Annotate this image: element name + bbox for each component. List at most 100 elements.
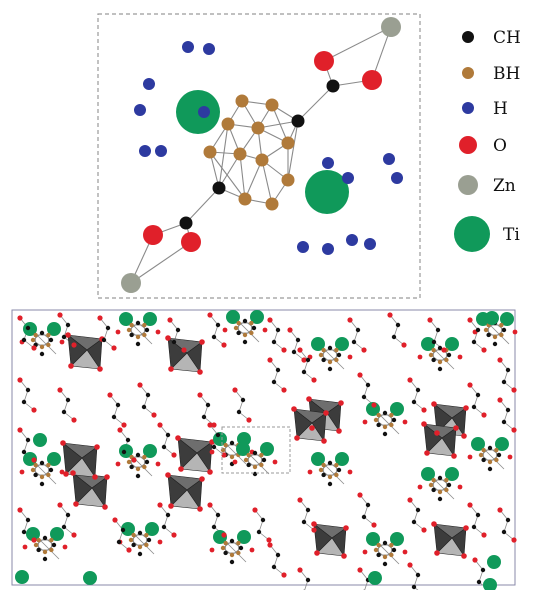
ch-atom [105,325,111,331]
bh-atom [327,474,333,480]
bh-atom [265,197,279,211]
o-atom [311,521,317,527]
ch-atom [251,325,257,331]
bh-atom [334,357,339,363]
unit-cell-frame [11,309,516,586]
bh-atom [494,447,499,453]
ti-atom [26,527,40,541]
bh-atom [389,422,394,428]
ti-atom [15,570,29,584]
bh-atom [243,457,249,463]
ch-atom [101,337,107,343]
bh-atom [30,337,36,343]
ch-atom-icon [462,31,474,43]
o-atom [287,327,293,333]
h-atom [391,172,403,184]
legend-label-ti: Ti [503,225,520,245]
ch-atom [355,327,361,333]
o-atom [421,421,427,427]
bh-atom [444,477,449,483]
ch-atom [437,345,443,351]
ch-atom [437,496,443,502]
bh-atom [444,487,449,493]
ti-atom [260,442,274,456]
o-atom [297,497,303,503]
ti-atom [23,322,37,336]
o-atom [461,433,467,439]
o-atom [511,427,517,433]
ch-atom [165,432,171,438]
o-atom [497,357,503,363]
o-atom [62,544,68,550]
ch-atom [145,392,151,398]
o-atom [197,392,203,398]
ch-atom [246,462,251,468]
bh-atom [135,466,141,472]
o-atom [427,317,433,323]
ch-atom [179,216,193,230]
legend-item-bh: BH [462,64,520,84]
o-atom [157,422,163,428]
bh-atom [46,332,51,338]
zn-atom [381,17,401,37]
ch-atom [471,524,477,530]
o-atom [467,317,473,323]
ch-atom [215,322,221,328]
packing-panel [11,309,518,590]
legend-item-ti: Ti [454,216,520,252]
ti-atom [237,530,251,544]
o-atom [347,317,353,323]
ti-atom [143,444,157,458]
h-atom [143,78,155,90]
bh-atom [481,447,486,453]
o-atom [266,537,272,543]
o-atom [371,522,377,528]
o-atom [472,557,478,563]
o-atom [22,544,28,550]
ch-atom [275,552,281,558]
bh-atom [499,332,504,338]
bh-atom [431,347,436,353]
o-atom [121,422,127,428]
ch-atom [146,537,152,543]
o-atom [115,329,121,335]
o-atom [309,425,315,431]
o-atom [497,507,503,513]
ch-atom [501,379,507,385]
ch-atom [476,579,482,585]
o-atom [92,474,98,480]
ch-atom [487,445,493,451]
ch-atom [391,334,397,340]
ch-atom [229,538,235,544]
o-atom [306,396,312,402]
zn-polyhedron [176,437,213,473]
o-atom [417,354,423,360]
o-atom [65,332,71,338]
ch-atom [215,432,221,438]
bh-atom [318,467,324,473]
ch-atom [395,322,401,328]
bh-atom [431,477,436,483]
legend-label-zn: Zn [493,176,516,196]
o-atom [57,387,63,393]
o-atom [402,549,408,555]
ti-atom-icon [454,216,490,252]
ch-atom [305,357,311,363]
h-atom [383,153,395,165]
o-atom [281,347,287,353]
ti-atom [305,170,349,214]
bh-atom [318,352,324,358]
o-atom [168,503,174,509]
ti-atom [50,527,64,541]
o-atom [181,347,187,353]
bh-atom [223,442,228,448]
o-atom [17,507,23,513]
o-atom [451,453,457,459]
o-atom [407,377,413,383]
bh-atom [428,352,434,358]
o-atom [157,539,163,545]
bh-atom [142,322,147,328]
ch-atom [471,404,477,410]
o-atom [209,547,215,553]
h-atom [346,234,358,246]
